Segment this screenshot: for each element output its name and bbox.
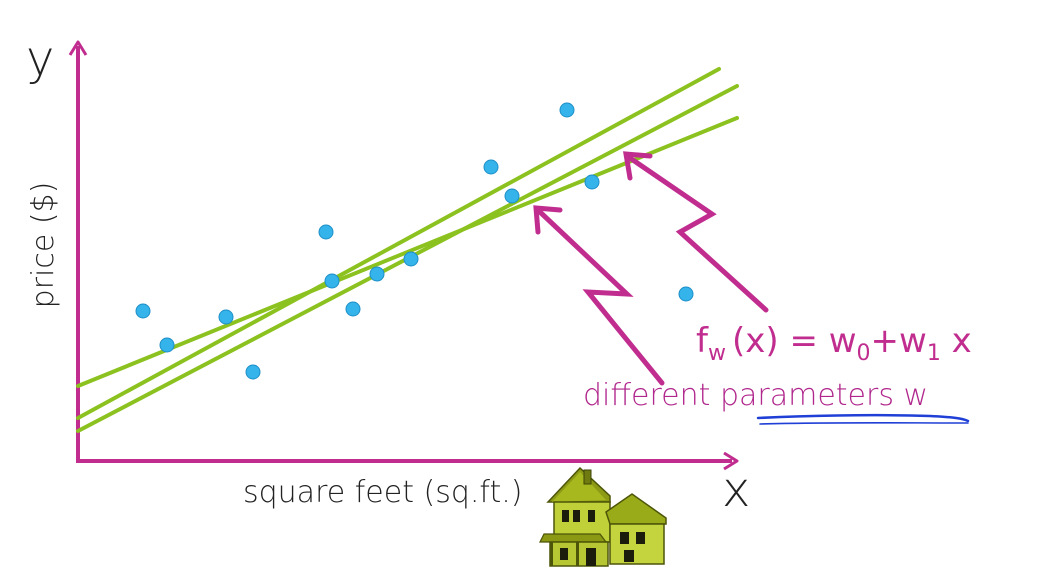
data-point: [159, 337, 175, 353]
x-axis-symbol: x: [722, 462, 750, 518]
data-point: [345, 301, 361, 317]
formula-f: f: [696, 321, 709, 361]
data-point: [584, 174, 600, 190]
formula-w1-subscript: 1: [927, 341, 941, 366]
pointer-arrow-lower: [537, 209, 665, 386]
fit-line-3: [76, 116, 739, 388]
y-axis-symbol: y: [26, 31, 54, 87]
x-axis-arrowhead: [723, 451, 739, 471]
data-point: [504, 188, 520, 204]
fit-lines: [76, 67, 739, 433]
data-point: [678, 286, 694, 302]
data-point: [483, 159, 499, 175]
pointer-arrow-upper-head: [623, 151, 653, 181]
data-point: [324, 273, 340, 289]
formula-f-subscript: w: [708, 341, 726, 366]
hand-drawn-underline: [756, 413, 970, 423]
house-icon: [539, 466, 667, 567]
data-point: [218, 309, 234, 325]
data-point: [318, 224, 334, 240]
parameters-annotation: different parameters w: [583, 378, 928, 413]
x-axis-label: square feet (sq.ft.): [243, 475, 522, 510]
y-axis-arrowhead: [68, 40, 88, 56]
pointer-arrows: [533, 151, 769, 386]
formula-argument: (x) = w: [732, 321, 857, 361]
formula-plus-w: +w: [871, 321, 927, 361]
annotation-underlined: parameters w: [720, 378, 928, 413]
data-point: [369, 266, 385, 282]
data-point: [559, 102, 575, 118]
data-point: [135, 303, 151, 319]
data-point: [245, 364, 261, 380]
y-axis-label: price ($): [26, 182, 61, 309]
annotation-prefix: different: [583, 378, 720, 413]
formula-w0-subscript: 0: [857, 341, 871, 366]
formula: fw (x) = w0+w1 x: [696, 321, 972, 366]
data-point: [403, 251, 419, 267]
fit-line-1: [76, 67, 721, 420]
hand-drawn-underline-stroke2: [759, 421, 969, 425]
pointer-arrow-lower-head: [533, 205, 563, 235]
data-points: [135, 102, 694, 380]
pointer-arrow-upper: [627, 155, 769, 313]
formula-tail: x: [941, 321, 972, 361]
